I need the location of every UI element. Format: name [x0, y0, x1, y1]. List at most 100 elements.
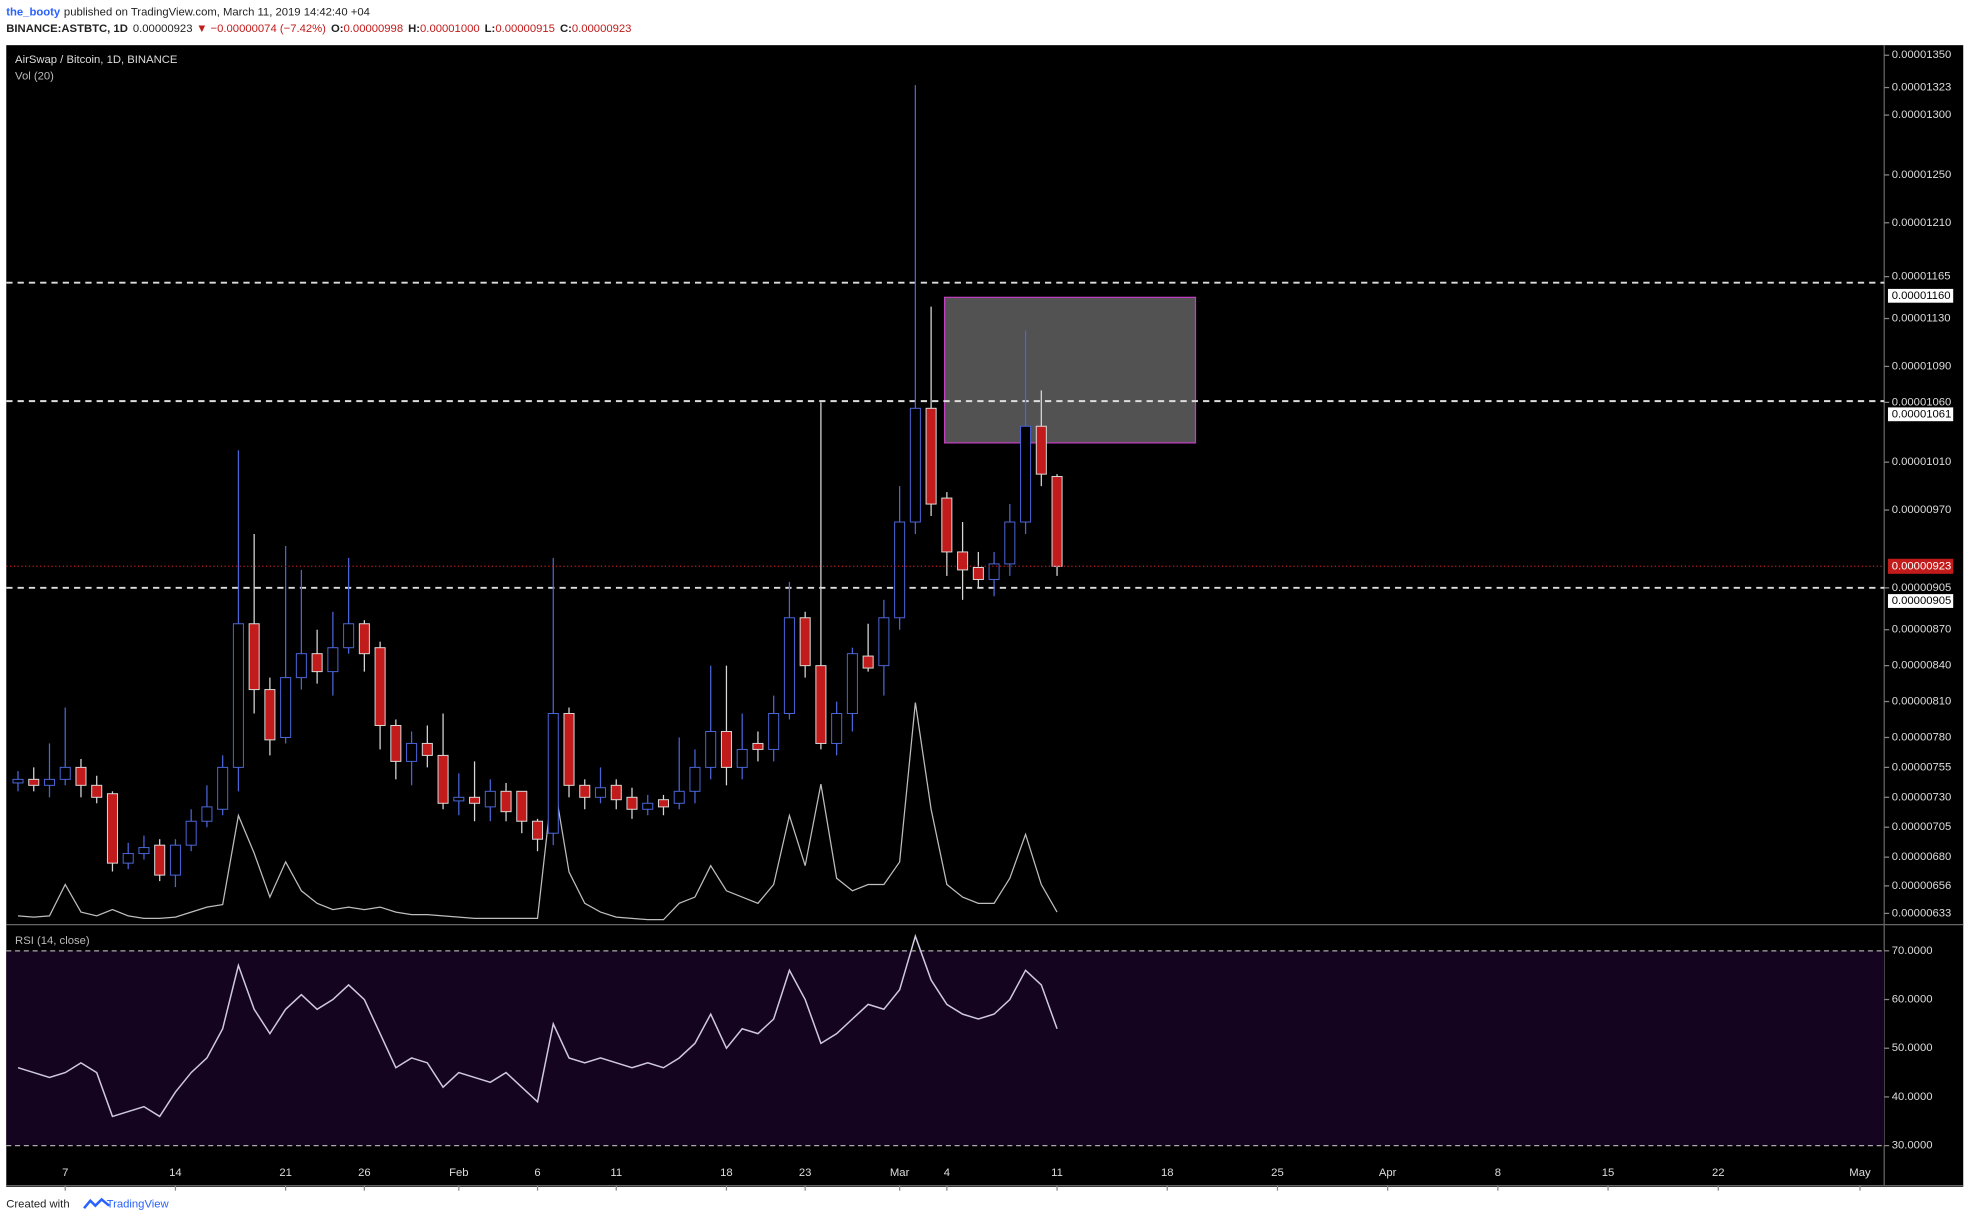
- y-tick-label: 0.00001060: [1892, 396, 1952, 408]
- change: ▼ −0.00000074 (−7.42%): [196, 23, 326, 35]
- candle-body: [106, 793, 118, 864]
- candle-body: [957, 551, 969, 571]
- footer-text: Created with: [6, 1198, 69, 1210]
- candle-body: [406, 742, 418, 762]
- chart-title: AirSwap / Bitcoin, 1D, BINANCE: [15, 54, 178, 66]
- x-tick-label: 4: [944, 1167, 950, 1179]
- ohlc-key: O:: [331, 23, 344, 35]
- candle-body: [358, 623, 370, 655]
- y-tick-label: 0.00001090: [1892, 360, 1952, 372]
- candle-body: [720, 730, 732, 768]
- ohlc-value: 0.00001000: [420, 23, 480, 35]
- level-label-box: [1887, 288, 1954, 303]
- candle-body: [626, 796, 638, 810]
- x-tick-label: 21: [279, 1167, 292, 1179]
- candle-body: [1035, 425, 1047, 475]
- candle-body: [327, 647, 339, 673]
- candle-body: [59, 766, 71, 780]
- y-tick-label: 0.00001130: [1892, 313, 1951, 325]
- y-tick-label: 0.00000705: [1892, 821, 1952, 833]
- candle-body: [201, 806, 213, 822]
- y-tick-label: 0.00001010: [1892, 456, 1952, 468]
- rsi-label: RSI (14, close): [15, 935, 90, 947]
- candle-body: [783, 617, 795, 715]
- y-tick-label: 0.00001250: [1892, 169, 1952, 181]
- candle-body: [169, 844, 181, 876]
- candle-body: [1051, 476, 1063, 567]
- candle-body: [390, 724, 402, 762]
- candle-body: [154, 844, 166, 876]
- candle-body: [642, 802, 654, 810]
- candle-body: [185, 820, 197, 846]
- y-tick-label: 0.00000780: [1892, 731, 1952, 743]
- candle-body: [421, 742, 433, 756]
- candle-body: [1020, 425, 1032, 523]
- candle-body: [673, 790, 685, 804]
- y-tick-label: 0.00000755: [1892, 761, 1952, 773]
- volume-line: [17, 702, 1058, 921]
- volume-label: Vol (20): [15, 71, 54, 83]
- candle-body: [988, 563, 1000, 580]
- candle-body: [217, 766, 229, 810]
- candle-body: [894, 521, 906, 619]
- candle-body: [264, 689, 276, 741]
- x-tick-label: 18: [720, 1167, 733, 1179]
- ohlc-key: H:: [408, 23, 420, 35]
- candle-body: [75, 766, 87, 786]
- candle-body: [280, 677, 292, 738]
- y-tick-label: 0.00001300: [1892, 109, 1952, 121]
- candle-body: [862, 655, 874, 669]
- y-tick-label: 0.00000633: [1892, 907, 1952, 919]
- x-tick-label: 11: [1051, 1167, 1063, 1179]
- footer-brand[interactable]: TradingView: [107, 1198, 170, 1210]
- candle-body: [752, 742, 764, 750]
- candle-body: [736, 748, 748, 768]
- highlight-box: [943, 296, 1197, 444]
- last-price-box: [1887, 558, 1954, 574]
- ohlc-value: 0.00000915: [495, 23, 555, 35]
- candle-body: [610, 784, 622, 801]
- candle-body: [437, 754, 449, 804]
- ohlc-key: C:: [560, 23, 572, 35]
- x-tick-label: May: [1849, 1167, 1871, 1179]
- candle-body: [799, 617, 811, 667]
- rsi-band: [6, 950, 1885, 1146]
- x-tick-label: 18: [1161, 1167, 1174, 1179]
- candle-body: [941, 497, 953, 553]
- candle-body: [295, 653, 307, 679]
- candle-body: [311, 653, 323, 673]
- candle-body: [768, 713, 780, 750]
- x-tick-label: 15: [1602, 1167, 1615, 1179]
- candle-body: [815, 665, 827, 744]
- x-tick-label: 25: [1271, 1167, 1284, 1179]
- x-tick-label: Feb: [449, 1167, 468, 1179]
- candle-body: [91, 784, 103, 798]
- candle-body: [909, 407, 921, 523]
- price: 0.00000923: [133, 23, 193, 35]
- rsi-tick-label: 50.0000: [1892, 1042, 1933, 1054]
- candle-body: [657, 799, 669, 808]
- candle-body: [705, 730, 717, 768]
- candle-body: [831, 713, 843, 744]
- ohlc-value: 0.00000998: [344, 23, 404, 35]
- y-tick-label: 0.00001323: [1892, 82, 1952, 94]
- y-tick-label: 0.00000970: [1892, 504, 1952, 516]
- x-tick-label: 7: [62, 1167, 68, 1179]
- author[interactable]: the_booty: [6, 7, 61, 19]
- rsi-tick-label: 40.0000: [1892, 1091, 1933, 1103]
- y-tick-label: 0.00001350: [1892, 49, 1952, 61]
- y-tick-label: 0.00000840: [1892, 660, 1952, 672]
- x-tick-label: 23: [799, 1167, 812, 1179]
- candle-body: [500, 790, 512, 813]
- y-tick-label: 0.00000905: [1892, 582, 1952, 594]
- published: published on TradingView.com, March 11, …: [64, 7, 370, 19]
- y-tick-label: 0.00000680: [1892, 851, 1952, 863]
- candle-body: [484, 790, 496, 808]
- candle-body: [453, 796, 465, 802]
- header-line-1: the_booty published on TradingView.com, M…: [6, 7, 370, 19]
- candle-body: [248, 623, 260, 691]
- candle-body: [594, 787, 607, 798]
- level-label-box: [1887, 594, 1954, 608]
